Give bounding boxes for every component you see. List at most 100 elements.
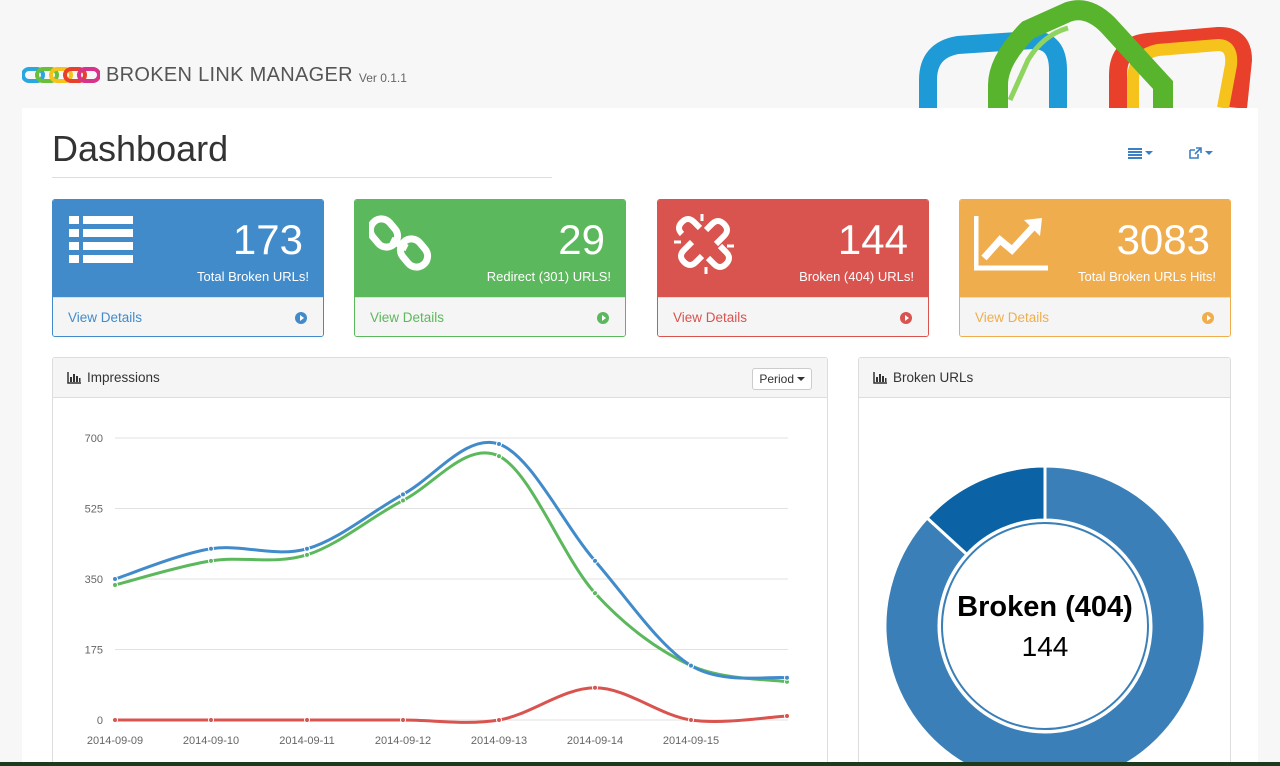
donut-inner-ring: [941, 522, 1149, 730]
data-point[interactable]: [496, 717, 502, 723]
data-point[interactable]: [304, 551, 310, 558]
data-point[interactable]: [784, 674, 790, 681]
y-tick-label: 175: [85, 645, 103, 657]
data-point[interactable]: [592, 557, 598, 564]
card-header: 29 Redirect (301) URLS!: [355, 200, 625, 297]
view-details-label: View Details: [975, 310, 1050, 325]
card-value: 144: [837, 216, 908, 263]
data-point[interactable]: [496, 453, 502, 460]
card-header: 173 Total Broken URLs!: [53, 200, 323, 297]
card-label: Total Broken URLs Hits!: [1078, 269, 1216, 284]
data-point[interactable]: [112, 582, 118, 589]
card-redirects: 29 Redirect (301) URLS! View Details: [354, 199, 626, 337]
donut-slice[interactable]: [924, 464, 1047, 557]
data-point[interactable]: [112, 717, 118, 723]
card-value: 173: [232, 216, 303, 263]
arrow-right-circle-icon: [597, 311, 609, 324]
panel-heading: Broken URLs: [859, 358, 1230, 398]
broken-link-icon: [674, 214, 734, 274]
x-tick-label: 2014-09-15: [663, 735, 719, 747]
donut-slice[interactable]: [883, 464, 1207, 766]
app-version: Ver 0.1.1: [358, 71, 407, 85]
chevron-down-icon: [1205, 151, 1213, 155]
list-menu-button[interactable]: [1128, 142, 1153, 164]
view-details-label: View Details: [370, 310, 445, 325]
impressions-line-chart: 0 175 350 525 700 2014-09-09 2014-09-10 2014-09…: [85, 433, 790, 747]
trend-up-icon: [974, 216, 1048, 271]
app-title: BROKEN LINK MANAGER: [106, 63, 353, 86]
data-point[interactable]: [688, 662, 694, 669]
period-dropdown[interactable]: Period: [752, 368, 812, 390]
chain-banner-icon: [919, 0, 1253, 108]
bottom-strip: [0, 762, 1280, 766]
card-value: 3083: [1116, 216, 1210, 263]
y-tick-label: 525: [85, 504, 103, 516]
data-point[interactable]: [688, 717, 694, 723]
donut-center-label: Broken (404): [957, 591, 1133, 623]
data-point[interactable]: [208, 545, 214, 552]
view-details-label: View Details: [673, 310, 748, 325]
page-title: Dashboard: [52, 128, 229, 169]
link-icon: [369, 215, 432, 271]
arrow-right-circle-icon: [1202, 311, 1214, 324]
panel-title: Impressions: [87, 370, 160, 385]
x-tick-label: 2014-09-09: [87, 735, 143, 747]
card-value: 29: [558, 216, 605, 263]
chain-logo-icon: [22, 67, 100, 83]
data-point[interactable]: [784, 712, 790, 719]
data-point[interactable]: [496, 441, 502, 448]
panel-heading: Impressions Period: [53, 358, 827, 398]
x-tick-label: 2014-09-12: [375, 735, 431, 747]
view-details-link[interactable]: View Details: [960, 297, 1230, 336]
x-tick-label: 2014-09-10: [183, 735, 239, 747]
series-line: [114, 451, 788, 684]
card-header: 144 Broken (404) URLs!: [658, 200, 928, 297]
data-point[interactable]: [400, 497, 406, 504]
external-link-icon: [1189, 147, 1202, 159]
data-point[interactable]: [208, 717, 214, 723]
list-icon: [1128, 147, 1142, 159]
chevron-down-icon: [1145, 151, 1153, 155]
view-details-link[interactable]: View Details: [355, 297, 625, 336]
series-line: [115, 686, 788, 724]
series-line: [114, 440, 788, 680]
external-link-menu-button[interactable]: [1189, 142, 1213, 164]
y-tick-label: 0: [97, 715, 103, 727]
arrow-right-circle-icon: [900, 311, 912, 324]
x-tick-label: 2014-09-14: [567, 735, 623, 747]
view-details-label: View Details: [68, 310, 143, 325]
brand[interactable]: BROKEN LINK MANAGER Ver 0.1.1: [22, 60, 407, 90]
x-tick-label: 2014-09-11: [279, 735, 334, 747]
card-label: Broken (404) URLs!: [799, 269, 914, 284]
data-point[interactable]: [400, 491, 406, 498]
data-point[interactable]: [304, 545, 310, 552]
list-icon: [69, 216, 133, 263]
card-header: 3083 Total Broken URLs Hits!: [960, 200, 1230, 297]
bar-chart-icon: [873, 371, 887, 384]
data-point[interactable]: [208, 557, 214, 564]
card-label: Total Broken URLs!: [197, 269, 309, 284]
card-total-broken: 173 Total Broken URLs! View Details: [52, 199, 324, 337]
y-tick-label: 350: [85, 574, 103, 586]
arrow-right-circle-icon: [295, 311, 307, 324]
broken-urls-donut-chart: Broken (404) 144: [883, 464, 1207, 766]
data-point[interactable]: [304, 717, 310, 723]
data-point[interactable]: [592, 684, 598, 691]
data-point[interactable]: [400, 717, 406, 723]
card-total-hits: 3083 Total Broken URLs Hits! View Detail…: [959, 199, 1231, 337]
x-tick-label: 2014-09-13: [471, 735, 527, 747]
title-divider: [52, 177, 552, 178]
data-point[interactable]: [592, 590, 598, 597]
data-point[interactable]: [112, 576, 118, 582]
donut-center-value: 144: [1022, 631, 1069, 662]
view-details-link[interactable]: View Details: [53, 297, 323, 336]
chevron-down-icon: [797, 377, 805, 381]
impressions-panel: Impressions Period 0 175 350 525 700 2014-09-…: [52, 357, 828, 766]
view-details-link[interactable]: View Details: [658, 297, 928, 336]
period-label: Period: [759, 372, 794, 386]
y-tick-label: 700: [85, 433, 103, 445]
bar-chart-icon: [67, 371, 81, 384]
card-broken-404: 144 Broken (404) URLs! View Details: [657, 199, 929, 337]
card-label: Redirect (301) URLS!: [486, 269, 611, 284]
panel-title: Broken URLs: [893, 370, 974, 385]
